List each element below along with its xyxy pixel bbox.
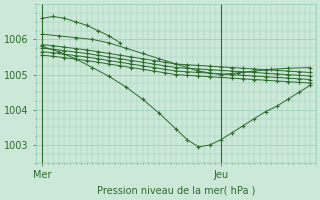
X-axis label: Pression niveau de la mer( hPa ): Pression niveau de la mer( hPa ): [97, 186, 255, 196]
